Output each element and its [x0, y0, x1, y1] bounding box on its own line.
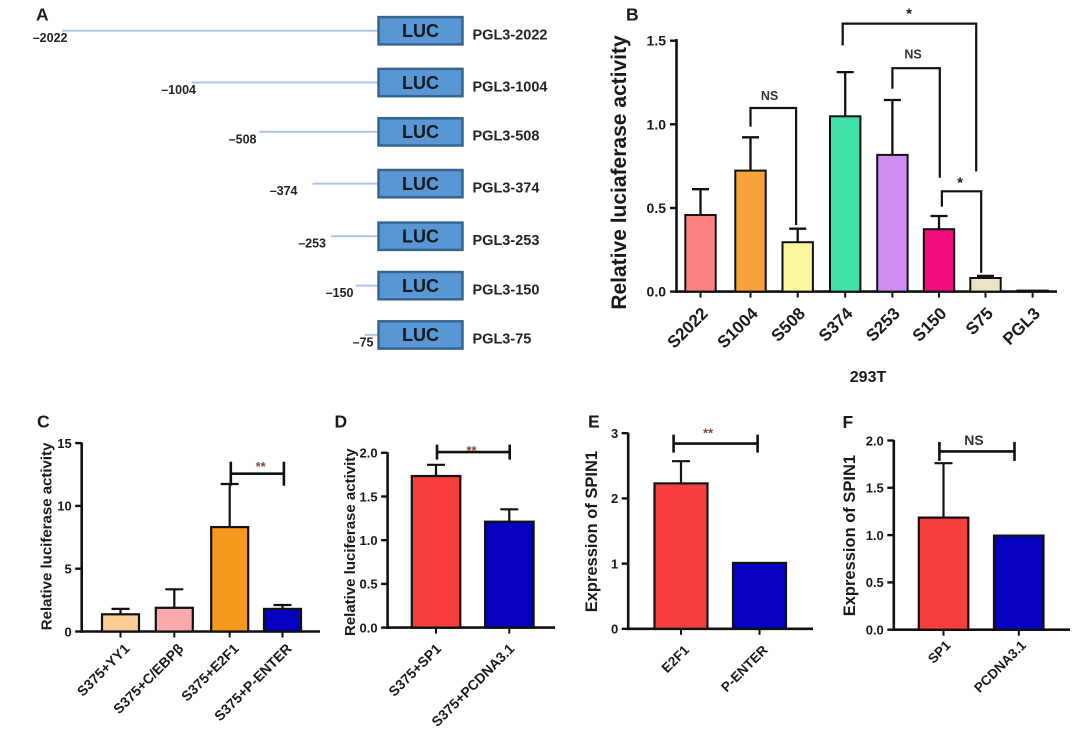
svg-text:B: B — [626, 4, 639, 24]
svg-text:0.0: 0.0 — [866, 623, 884, 638]
svg-text:NS: NS — [904, 48, 921, 62]
svg-text:Relative luciferase activity: Relative luciferase activity — [342, 448, 359, 636]
svg-text:0: 0 — [611, 622, 618, 637]
svg-text:PGL3-2022: PGL3-2022 — [473, 28, 548, 44]
svg-text:LUC: LUC — [402, 276, 439, 296]
svg-text:1.5: 1.5 — [866, 481, 884, 496]
svg-text:–75: –75 — [353, 335, 374, 349]
svg-text:0.5: 0.5 — [866, 575, 884, 590]
svg-text:*: * — [906, 6, 912, 23]
svg-text:2: 2 — [611, 491, 618, 506]
svg-text:0.0: 0.0 — [647, 284, 667, 300]
svg-text:A: A — [36, 4, 49, 24]
svg-text:–1004: –1004 — [161, 83, 196, 97]
svg-text:LUC: LUC — [402, 73, 439, 93]
svg-text:3: 3 — [611, 426, 618, 441]
svg-text:–374: –374 — [270, 184, 298, 198]
svg-text:10: 10 — [57, 499, 71, 514]
svg-text:LUC: LUC — [402, 174, 439, 194]
svg-text:Expression of SPIN1: Expression of SPIN1 — [841, 455, 859, 616]
svg-text:15: 15 — [57, 436, 71, 451]
svg-text:0.5: 0.5 — [360, 577, 378, 592]
svg-text:2.0: 2.0 — [866, 433, 884, 448]
svg-text:PGL3-374: PGL3-374 — [473, 180, 540, 196]
svg-text:**: ** — [703, 425, 714, 440]
svg-text:D: D — [335, 412, 348, 432]
svg-text:PGL3-508: PGL3-508 — [473, 129, 540, 145]
svg-text:PGL3-75: PGL3-75 — [473, 332, 532, 348]
svg-text:1.0: 1.0 — [647, 116, 667, 132]
svg-text:**: ** — [466, 443, 477, 458]
svg-text:1.5: 1.5 — [647, 33, 667, 49]
svg-text:NS: NS — [761, 89, 778, 103]
svg-text:F: F — [843, 412, 854, 432]
svg-text:–2022: –2022 — [33, 31, 68, 45]
svg-text:Relative luciaferase activity: Relative luciaferase activity — [608, 35, 631, 310]
svg-text:0: 0 — [64, 624, 71, 639]
svg-text:C: C — [37, 412, 50, 432]
svg-text:E: E — [588, 412, 600, 432]
svg-text:LUC: LUC — [402, 122, 439, 142]
svg-text:–508: –508 — [229, 132, 257, 146]
svg-text:**: ** — [256, 459, 267, 474]
svg-text:0.0: 0.0 — [360, 620, 378, 635]
svg-text:LUC: LUC — [402, 227, 439, 247]
svg-text:PGL3-253: PGL3-253 — [473, 233, 540, 249]
svg-text:1.0: 1.0 — [360, 533, 378, 548]
svg-text:PGL3-150: PGL3-150 — [473, 282, 540, 298]
svg-text:LUC: LUC — [402, 325, 439, 345]
svg-text:*: * — [957, 175, 963, 192]
svg-text:–150: –150 — [326, 286, 354, 300]
svg-text:Expression of SPIN1: Expression of SPIN1 — [583, 451, 601, 612]
svg-text:0.5: 0.5 — [647, 200, 667, 216]
svg-text:LUC: LUC — [402, 21, 439, 41]
svg-text:1.0: 1.0 — [866, 528, 884, 543]
svg-text:Relative luciferase activity: Relative luciferase activity — [39, 442, 56, 630]
svg-text:–253: –253 — [298, 237, 326, 251]
svg-text:2.0: 2.0 — [360, 446, 378, 461]
svg-text:293T: 293T — [850, 369, 887, 386]
svg-text:PGL3-1004: PGL3-1004 — [473, 79, 548, 95]
svg-text:1: 1 — [611, 556, 618, 571]
svg-text:1.5: 1.5 — [360, 489, 378, 504]
svg-text:5: 5 — [64, 562, 71, 577]
svg-text:NS: NS — [964, 432, 983, 448]
